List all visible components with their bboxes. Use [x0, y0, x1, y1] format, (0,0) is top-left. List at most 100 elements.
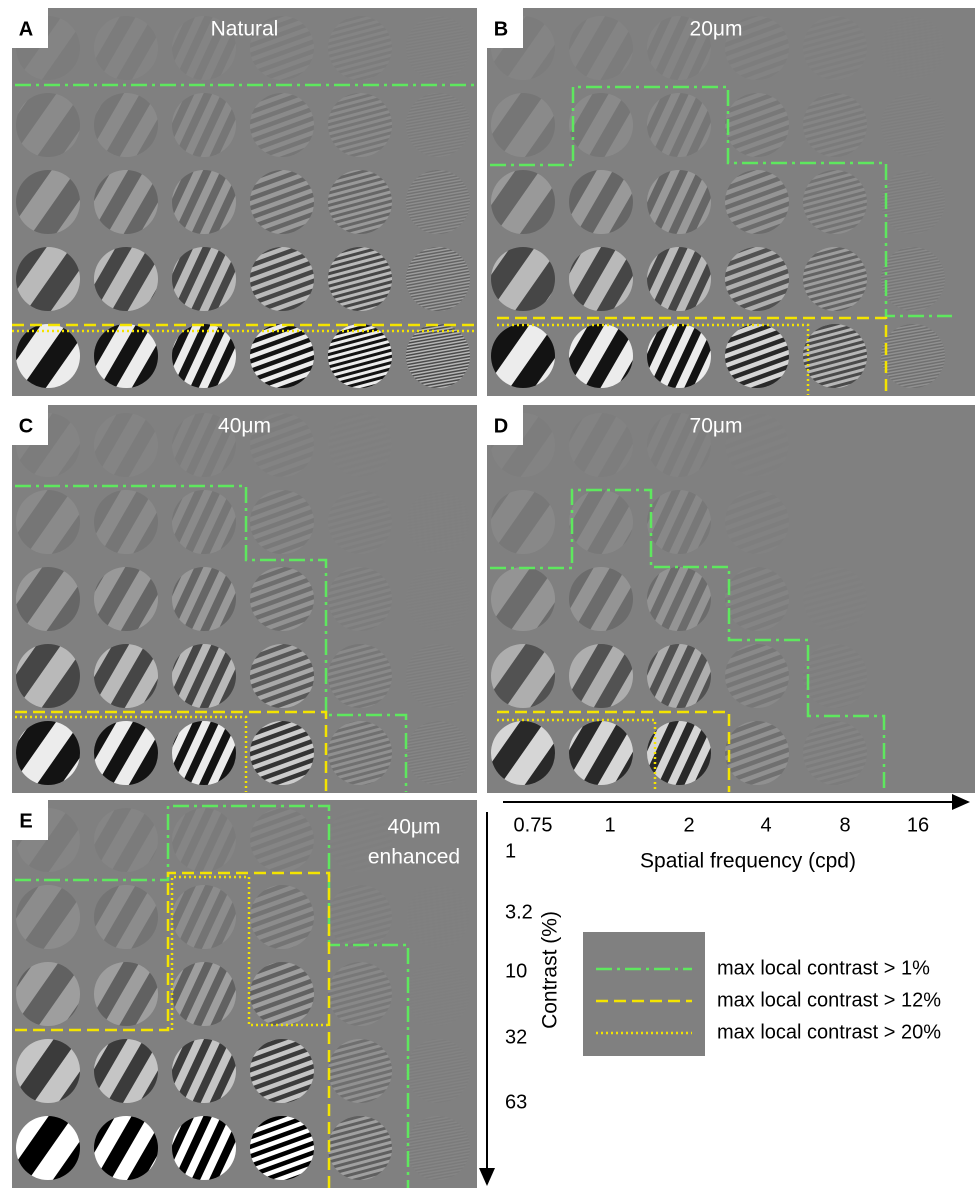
grating — [406, 962, 470, 1026]
boundary-12pct — [15, 871, 331, 1188]
panel: C 40μm — [12, 405, 477, 793]
grating — [250, 721, 314, 785]
grating — [94, 567, 158, 631]
legend-label: max local contrast > 20% — [717, 1021, 941, 1043]
grating — [328, 1039, 392, 1103]
grating — [803, 324, 867, 388]
grating — [647, 247, 711, 311]
y-tick-label: 1 — [505, 840, 516, 862]
y-tick-label: 63 — [505, 1091, 527, 1113]
grating — [803, 721, 867, 785]
grating — [94, 644, 158, 708]
panel-letter-box — [12, 800, 48, 840]
panel-title: 40μm — [388, 816, 441, 839]
grating — [328, 567, 392, 631]
grating — [250, 1116, 314, 1180]
grating — [328, 885, 392, 949]
panel: E 40μm enhanced — [12, 800, 477, 1188]
grating — [569, 567, 633, 631]
grating — [172, 247, 236, 311]
grating — [881, 247, 945, 311]
panel-subtitle: enhanced — [368, 846, 460, 869]
panel-title: Natural — [211, 18, 279, 41]
grating — [172, 1116, 236, 1180]
panel-letter: D — [494, 415, 508, 437]
grating — [725, 644, 789, 708]
grating — [328, 324, 392, 388]
boundary-12pct — [15, 710, 328, 792]
axes: 0.75 1 2 4 8 16 1 3.2 10 32 63 Spatial frequency (… — [479, 794, 970, 1186]
grating — [172, 644, 236, 708]
x-tick-label: 0.75 — [514, 814, 553, 836]
legend-box — [583, 932, 705, 1056]
grating — [406, 16, 470, 80]
grating — [725, 490, 789, 554]
grating — [328, 1116, 392, 1180]
grating — [94, 808, 158, 872]
grating — [94, 1039, 158, 1103]
grating — [569, 490, 633, 554]
grating — [172, 567, 236, 631]
grating — [406, 93, 470, 157]
grating — [491, 247, 555, 311]
panel-letter: E — [19, 810, 32, 832]
grating — [250, 490, 314, 554]
grating — [491, 324, 555, 388]
grating — [94, 490, 158, 554]
y-tick-label: 10 — [505, 960, 527, 982]
grating — [725, 721, 789, 785]
grating — [16, 644, 80, 708]
grating — [491, 170, 555, 234]
panel-letter-box — [487, 8, 523, 48]
grating — [328, 93, 392, 157]
panel-letter: C — [19, 415, 33, 437]
grating — [94, 885, 158, 949]
grating — [94, 324, 158, 388]
legend: max local contrast > 1% max local contra… — [583, 932, 941, 1056]
grating — [250, 962, 314, 1026]
y-tick-label: 3.2 — [505, 901, 533, 923]
grating — [172, 962, 236, 1026]
x-tick-label: 16 — [907, 814, 929, 836]
grating — [328, 644, 392, 708]
grating — [881, 170, 945, 234]
panel-letter-box — [12, 405, 48, 445]
legend-label: max local contrast > 1% — [717, 957, 930, 979]
grating — [250, 567, 314, 631]
grating — [250, 93, 314, 157]
grating — [803, 170, 867, 234]
grating — [16, 1116, 80, 1180]
grating — [94, 962, 158, 1026]
panel-title: 70μm — [690, 415, 743, 438]
grating — [328, 16, 392, 80]
grating — [250, 247, 314, 311]
grating — [94, 721, 158, 785]
grating — [16, 170, 80, 234]
grating — [172, 170, 236, 234]
grating — [172, 808, 236, 872]
grating — [569, 413, 633, 477]
grating — [491, 721, 555, 785]
grating — [406, 644, 470, 708]
panel-letter: A — [19, 18, 33, 40]
grating — [803, 16, 867, 80]
grating — [250, 808, 314, 872]
panel-letter-box — [12, 8, 48, 48]
grating — [803, 247, 867, 311]
panel-letter-box — [487, 405, 523, 445]
boundary-20pct — [170, 875, 329, 1030]
grating — [328, 170, 392, 234]
grating — [406, 567, 470, 631]
panel-background — [487, 405, 975, 793]
grating — [172, 324, 236, 388]
grating — [94, 1116, 158, 1180]
grating — [569, 247, 633, 311]
grating — [803, 93, 867, 157]
grating — [172, 721, 236, 785]
grating — [491, 93, 555, 157]
grating — [172, 1039, 236, 1103]
grating — [16, 93, 80, 157]
grating — [881, 93, 945, 157]
grating — [16, 721, 80, 785]
